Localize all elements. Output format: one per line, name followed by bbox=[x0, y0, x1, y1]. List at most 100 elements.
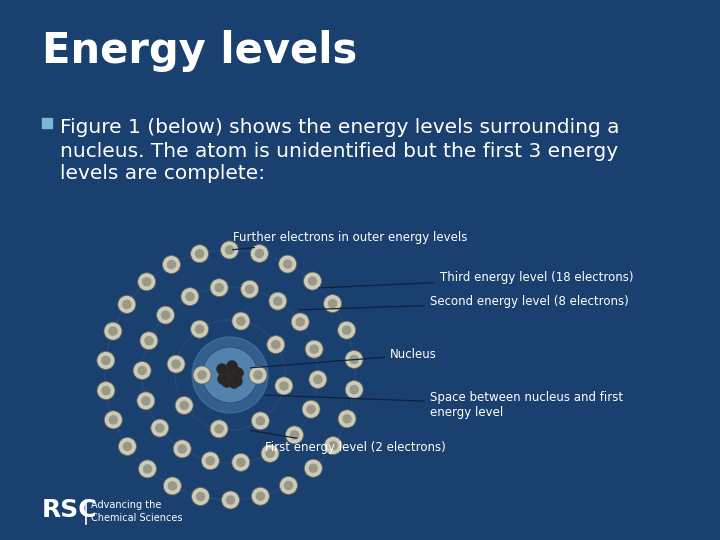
Circle shape bbox=[251, 245, 269, 262]
Circle shape bbox=[181, 288, 199, 306]
Circle shape bbox=[307, 405, 315, 413]
Circle shape bbox=[163, 477, 181, 495]
Circle shape bbox=[232, 312, 250, 330]
Circle shape bbox=[309, 464, 318, 472]
Circle shape bbox=[302, 400, 320, 418]
Circle shape bbox=[309, 370, 327, 388]
Text: First energy level (2 electrons): First energy level (2 electrons) bbox=[251, 430, 446, 455]
Circle shape bbox=[104, 322, 122, 340]
Circle shape bbox=[280, 382, 288, 390]
Circle shape bbox=[345, 350, 363, 368]
Circle shape bbox=[178, 445, 186, 453]
Circle shape bbox=[191, 320, 209, 338]
Circle shape bbox=[222, 491, 240, 509]
Circle shape bbox=[225, 369, 235, 381]
Circle shape bbox=[186, 293, 194, 301]
Circle shape bbox=[138, 460, 156, 478]
Circle shape bbox=[104, 411, 122, 429]
Circle shape bbox=[285, 426, 303, 444]
Circle shape bbox=[271, 341, 280, 349]
Circle shape bbox=[142, 397, 150, 405]
Circle shape bbox=[196, 325, 204, 333]
Circle shape bbox=[324, 436, 342, 455]
Circle shape bbox=[308, 277, 317, 285]
Text: Figure 1 (below) shows the energy levels surrounding a: Figure 1 (below) shows the energy levels… bbox=[60, 118, 619, 137]
Circle shape bbox=[210, 420, 228, 438]
Circle shape bbox=[210, 279, 228, 296]
Circle shape bbox=[109, 327, 117, 335]
Circle shape bbox=[343, 326, 351, 334]
Circle shape bbox=[118, 295, 136, 313]
Circle shape bbox=[233, 368, 243, 379]
Text: Space between nucleus and first
energy level: Space between nucleus and first energy l… bbox=[265, 391, 623, 419]
Circle shape bbox=[109, 416, 117, 424]
Circle shape bbox=[222, 376, 233, 388]
Circle shape bbox=[227, 361, 238, 372]
Circle shape bbox=[140, 332, 158, 350]
Circle shape bbox=[232, 375, 243, 387]
Circle shape bbox=[345, 381, 363, 399]
Circle shape bbox=[168, 260, 176, 268]
Circle shape bbox=[256, 492, 264, 500]
Circle shape bbox=[274, 297, 282, 305]
Circle shape bbox=[143, 278, 150, 286]
Circle shape bbox=[118, 437, 136, 455]
Circle shape bbox=[218, 367, 230, 377]
Circle shape bbox=[310, 345, 318, 353]
Circle shape bbox=[145, 336, 153, 345]
Circle shape bbox=[246, 285, 253, 293]
Text: Second energy level (8 electrons): Second energy level (8 electrons) bbox=[299, 295, 629, 310]
Circle shape bbox=[237, 317, 245, 325]
Text: Energy levels: Energy levels bbox=[42, 30, 357, 72]
Circle shape bbox=[215, 284, 223, 292]
Circle shape bbox=[168, 482, 176, 490]
Circle shape bbox=[314, 375, 322, 383]
Circle shape bbox=[256, 417, 264, 425]
Circle shape bbox=[305, 459, 323, 477]
Circle shape bbox=[329, 442, 337, 450]
Circle shape bbox=[156, 306, 174, 324]
Circle shape bbox=[220, 241, 238, 259]
Circle shape bbox=[163, 255, 181, 274]
Circle shape bbox=[225, 246, 233, 254]
Circle shape bbox=[266, 449, 274, 457]
Circle shape bbox=[256, 249, 264, 258]
Circle shape bbox=[237, 458, 245, 467]
Text: RSC: RSC bbox=[42, 498, 98, 522]
Circle shape bbox=[192, 337, 268, 413]
Circle shape bbox=[284, 481, 292, 489]
Circle shape bbox=[228, 363, 238, 375]
Circle shape bbox=[175, 396, 193, 414]
Circle shape bbox=[220, 375, 230, 386]
Circle shape bbox=[196, 249, 204, 258]
Circle shape bbox=[180, 401, 188, 409]
Circle shape bbox=[305, 340, 323, 358]
Circle shape bbox=[249, 366, 267, 384]
Circle shape bbox=[161, 311, 170, 319]
Circle shape bbox=[290, 431, 299, 439]
Circle shape bbox=[296, 318, 305, 326]
Circle shape bbox=[137, 392, 155, 410]
Text: nucleus. The atom is unidentified but the first 3 energy: nucleus. The atom is unidentified but th… bbox=[60, 142, 618, 161]
Circle shape bbox=[279, 476, 297, 495]
Circle shape bbox=[291, 313, 309, 331]
Circle shape bbox=[240, 280, 258, 298]
Circle shape bbox=[269, 292, 287, 310]
Circle shape bbox=[338, 321, 356, 339]
Circle shape bbox=[232, 453, 250, 471]
Circle shape bbox=[133, 361, 151, 380]
Circle shape bbox=[275, 377, 293, 395]
Circle shape bbox=[338, 410, 356, 428]
Circle shape bbox=[267, 336, 285, 354]
Circle shape bbox=[150, 419, 168, 437]
Circle shape bbox=[197, 492, 204, 501]
Circle shape bbox=[323, 294, 341, 313]
Circle shape bbox=[102, 356, 110, 365]
Circle shape bbox=[191, 245, 209, 263]
Text: Further electrons in outer energy levels: Further electrons in outer energy levels bbox=[233, 232, 467, 249]
Text: Nucleus: Nucleus bbox=[251, 348, 437, 368]
Circle shape bbox=[97, 382, 115, 400]
Circle shape bbox=[102, 387, 110, 395]
Text: levels are complete:: levels are complete: bbox=[60, 164, 265, 183]
Circle shape bbox=[328, 300, 337, 308]
